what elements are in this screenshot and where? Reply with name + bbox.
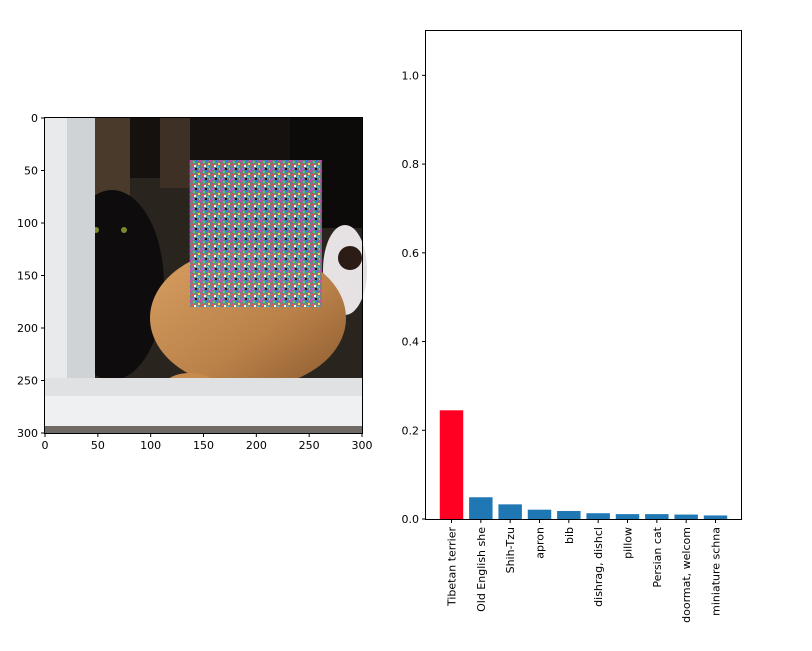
bar: [527, 509, 552, 519]
image-x-tick-label: 200: [246, 439, 267, 452]
bar: [586, 513, 610, 519]
bar-x-tick-label: pillow: [622, 527, 635, 559]
photo: [45, 118, 367, 433]
bar-x-ticks: Tibetan terrier Old English she Shih-Tzu ap…: [446, 519, 723, 623]
bar-y-ticks: 0.0 0.2 0.4 0.6 0.8 1.0: [402, 69, 426, 526]
bar-x-tick-label: Tibetan terrier: [446, 527, 459, 607]
bar-y-tick-label: 0.2: [402, 424, 420, 437]
bar-x-tick-label: Old English she: [475, 527, 488, 612]
bar-x-tick-label: Shih-Tzu: [504, 527, 517, 573]
image-y-tick-label: 300: [17, 427, 38, 440]
bar-chart: 0.0 0.2 0.4 0.6 0.8 1.0 Tibetan terrier Old En…: [402, 30, 742, 623]
adversarial-patch: [189, 160, 322, 307]
bar-x-tick-label: bib: [563, 527, 576, 544]
bar-y-tick-label: 1.0: [402, 69, 420, 82]
bar-x-tick-label: doormat, welcom: [680, 527, 693, 623]
image-x-tick-label: 0: [42, 439, 49, 452]
bar: [498, 504, 522, 519]
image-x-tick-label: 100: [140, 439, 161, 452]
image-x-tick-label: 300: [352, 439, 373, 452]
bar: [439, 410, 464, 519]
image-y-tick-label: 150: [17, 270, 38, 283]
image-x-tick-label: 250: [299, 439, 320, 452]
image-y-tick-label: 200: [17, 322, 38, 335]
bar: [469, 497, 493, 519]
image-y-tick-label: 250: [17, 375, 38, 388]
image-y-ticks: 0 50 100 150 200 250 300: [17, 112, 45, 440]
bar-x-tick-label: miniature schna: [710, 527, 723, 616]
bar-y-tick-label: 0.6: [402, 247, 420, 260]
bar: [703, 515, 728, 519]
bar: [615, 514, 640, 519]
image-y-tick-label: 0: [31, 112, 38, 125]
bar: [557, 511, 581, 519]
bar-y-tick-label: 0.8: [402, 158, 420, 171]
image-x-tick-label: 50: [91, 439, 105, 452]
image-y-tick-label: 50: [24, 165, 38, 178]
bar: [645, 514, 669, 519]
plot-frame: [425, 30, 742, 520]
bar-x-tick-label: dishrag, dishcl: [592, 527, 605, 607]
bar-x-tick-label: Persian cat: [651, 526, 664, 587]
bar-y-tick-label: 0.0: [402, 513, 420, 526]
bars: [439, 410, 728, 519]
image-axes: 0 50 100 150 200 250 300 0 50 100 150 200 250 300: [17, 112, 373, 452]
bar: [674, 514, 698, 519]
image-x-tick-label: 150: [193, 439, 214, 452]
bar-y-tick-label: 0.4: [402, 336, 420, 349]
image-y-tick-label: 100: [17, 217, 38, 230]
image-x-ticks: 0 50 100 150 200 250 300: [42, 433, 373, 452]
bar-x-tick-label: apron: [534, 527, 547, 559]
